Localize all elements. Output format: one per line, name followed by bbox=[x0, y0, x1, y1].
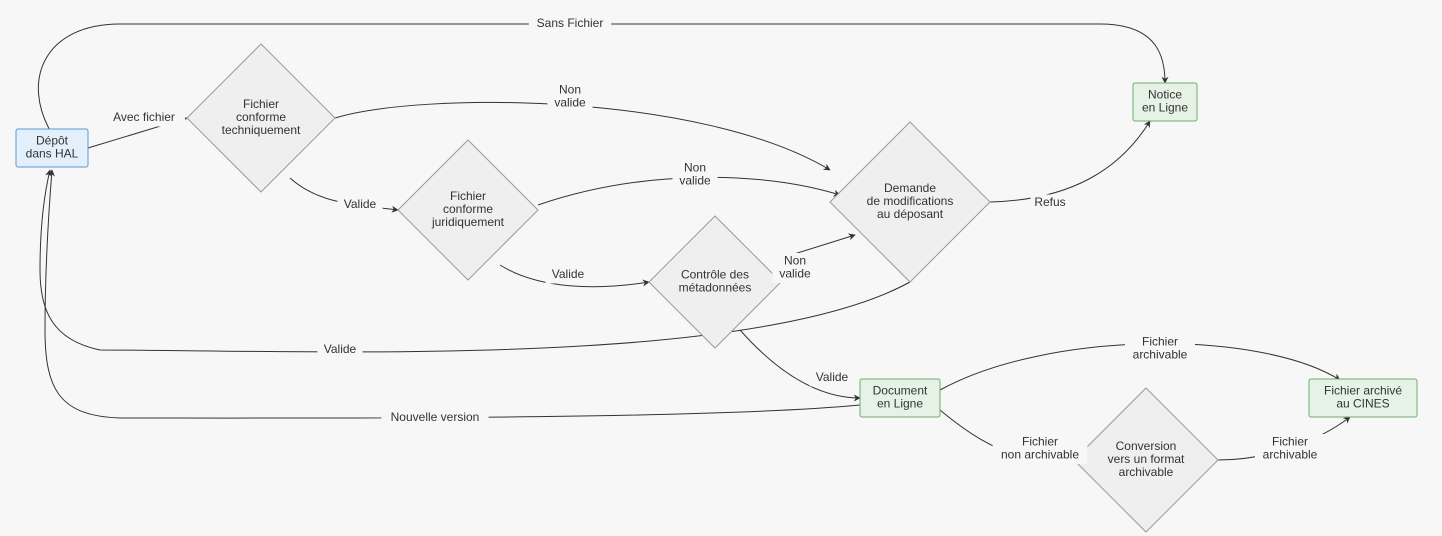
flowchart-diagram: Dépôtdans HALNoticeen LigneDocumenten Li… bbox=[0, 0, 1442, 536]
edge-e-tech-nv bbox=[335, 102, 830, 170]
svg-text:Non: Non bbox=[784, 254, 806, 268]
svg-text:Non: Non bbox=[559, 83, 581, 97]
svg-text:Valide: Valide bbox=[816, 370, 849, 384]
edge-label-e-conv-fa: Fichierarchivable bbox=[1255, 434, 1325, 464]
svg-text:en Ligne: en Ligne bbox=[1142, 101, 1188, 115]
edge-e-meta-v bbox=[740, 330, 860, 398]
svg-text:Fichier: Fichier bbox=[243, 97, 279, 111]
edge-label-e-meta-v: Valide bbox=[809, 370, 854, 387]
svg-text:techniquement: techniquement bbox=[222, 123, 301, 137]
svg-text:Demande: Demande bbox=[884, 181, 936, 195]
svg-text:Fichier archivé: Fichier archivé bbox=[1324, 384, 1402, 398]
svg-text:Avec fichier: Avec fichier bbox=[113, 110, 175, 124]
node-jurid: Fichierconformejuridiquement bbox=[398, 140, 538, 280]
svg-text:de modifications: de modifications bbox=[867, 194, 954, 208]
svg-text:archivable: archivable bbox=[1133, 348, 1188, 362]
svg-text:vers un format: vers un format bbox=[1108, 452, 1185, 466]
edge-label-e-jur-nv: Nonvalide bbox=[672, 160, 717, 190]
svg-text:Contrôle des: Contrôle des bbox=[681, 268, 749, 282]
node-demande: Demandede modificationsau déposant bbox=[830, 122, 990, 282]
node-notice: Noticeen Ligne bbox=[1133, 83, 1197, 121]
svg-text:Fichier: Fichier bbox=[1022, 435, 1058, 449]
node-depot: Dépôtdans HAL bbox=[16, 129, 88, 167]
svg-text:archivable: archivable bbox=[1263, 448, 1318, 462]
svg-text:Non: Non bbox=[684, 161, 706, 175]
svg-text:en Ligne: en Ligne bbox=[877, 397, 923, 411]
svg-text:Valide: Valide bbox=[552, 267, 585, 281]
node-meta: Contrôle desmétadonnées bbox=[649, 216, 781, 348]
edge-label-e-tech-nv: Nonvalide bbox=[547, 82, 592, 112]
svg-text:dans HAL: dans HAL bbox=[26, 147, 79, 161]
svg-text:Sans Fichier: Sans Fichier bbox=[537, 16, 604, 30]
svg-text:Fichier: Fichier bbox=[450, 189, 486, 203]
svg-text:Conversion: Conversion bbox=[1116, 439, 1177, 453]
svg-text:non archivable: non archivable bbox=[1001, 448, 1079, 462]
edge-label-e-sans: Sans Fichier bbox=[529, 16, 611, 33]
svg-text:Nouvelle version: Nouvelle version bbox=[391, 410, 480, 424]
svg-text:archivable: archivable bbox=[1119, 465, 1174, 479]
svg-text:Dépôt: Dépôt bbox=[36, 134, 69, 148]
svg-text:conforme: conforme bbox=[236, 110, 286, 124]
edge-label-e-meta-nv: Nonvalide bbox=[772, 253, 817, 283]
svg-text:métadonnées: métadonnées bbox=[679, 281, 752, 295]
svg-text:Valide: Valide bbox=[344, 197, 377, 211]
svg-text:Notice: Notice bbox=[1148, 88, 1182, 102]
node-tech: Fichierconformetechniquement bbox=[187, 44, 335, 192]
svg-text:valide: valide bbox=[679, 174, 711, 188]
edge-label-e-doc-nv: Nouvelle version bbox=[381, 410, 488, 427]
edge-label-e-jur-v: Valide bbox=[545, 267, 590, 284]
node-archive: Fichier archivéau CINES bbox=[1309, 379, 1417, 417]
svg-text:conforme: conforme bbox=[443, 202, 493, 216]
edge-label-e-tech-v: Valide bbox=[337, 197, 382, 214]
svg-text:Refus: Refus bbox=[1034, 195, 1065, 209]
edge-e-dem-ref bbox=[990, 121, 1150, 202]
edge-label-e-dem-ref: Refus bbox=[1031, 195, 1070, 212]
svg-text:Valide: Valide bbox=[324, 342, 357, 356]
svg-text:Fichier: Fichier bbox=[1272, 435, 1308, 449]
node-convert: Conversionvers un formatarchivable bbox=[1074, 388, 1218, 532]
svg-text:valide: valide bbox=[554, 96, 586, 110]
edge-label-e-avec: Avec fichier bbox=[103, 110, 185, 127]
svg-text:au CINES: au CINES bbox=[1336, 397, 1389, 411]
svg-text:au déposant: au déposant bbox=[877, 207, 944, 221]
svg-text:valide: valide bbox=[779, 267, 811, 281]
edge-label-e-doc-fa: Fichierarchivable bbox=[1125, 334, 1195, 364]
node-doc: Documenten Ligne bbox=[860, 379, 940, 417]
edge-label-e-dem-val: Valide bbox=[317, 342, 362, 359]
svg-text:Fichier: Fichier bbox=[1142, 335, 1178, 349]
edge-label-e-doc-fna: Fichiernon archivable bbox=[993, 434, 1088, 464]
svg-text:Document: Document bbox=[873, 384, 928, 398]
svg-text:juridiquement: juridiquement bbox=[431, 215, 505, 229]
